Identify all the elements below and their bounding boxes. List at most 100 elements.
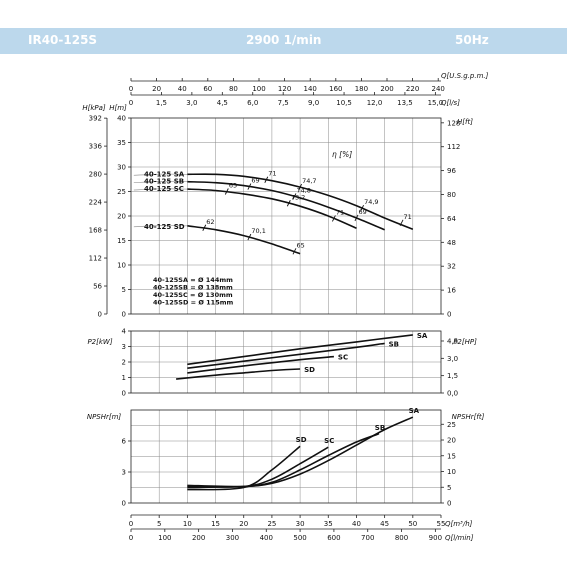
top-usgpm-tick-label: 140 (304, 85, 317, 93)
npsh-m-tick-label: 6 (122, 438, 127, 446)
power-kw-tick-label: 3 (122, 343, 126, 351)
head-kpa-tick-label: 112 (89, 255, 102, 263)
head-ft-tick-label: 80 (447, 191, 456, 199)
power-curve-label-sb: SB (389, 340, 399, 348)
bottom-m3h-tick-label: 10 (183, 520, 192, 528)
head-m-tick-label: 35 (117, 139, 126, 147)
top-ls-tick-label: 10,5 (336, 99, 352, 107)
head-m-tick-label: 15 (117, 237, 126, 245)
bottom-m3h-tick-label: 50 (408, 520, 417, 528)
efficiency-tick-sb (292, 193, 297, 200)
top-usgpm-tick-label: 160 (329, 85, 342, 93)
power-hp-tick-label: 1,5 (447, 372, 458, 380)
efficiency-tick-sc (286, 200, 291, 207)
impeller-note-0: 40-125SA = Ø 144mm (153, 276, 233, 284)
head-curve-sb (187, 180, 385, 231)
top-ls-tick-label: 15,0 (428, 99, 444, 107)
power-curve-label-sd: SD (304, 366, 315, 374)
head-curve-label-sd: 40-125 SD (144, 223, 185, 231)
efficiency-label-sb: 74,8 (296, 186, 310, 194)
efficiency-tick-sd (247, 233, 252, 241)
top-usgpm-tick-label: 120 (278, 85, 291, 93)
efficiency-label-sc: 65 (229, 182, 237, 190)
head-kpa-tick-label: 0 (98, 311, 102, 319)
top-usgpm-tick-label: 100 (252, 85, 265, 93)
npsh-curve-label-sa: SA (409, 407, 420, 415)
top-usgpm-axis-label: Q[U.S.g.p.m.] (441, 72, 489, 80)
npsh-ft-tick-label: 0 (447, 500, 451, 508)
bottom-lmin-tick-label: 700 (361, 534, 374, 542)
efficiency-tick-sa (360, 204, 364, 212)
efficiency-label-sc: 73,2 (291, 193, 305, 201)
power-hp-tick-label: 4,5 (447, 337, 458, 345)
power-hp-tick-label: 3,0 (447, 355, 458, 363)
npsh-curve-sc (187, 446, 329, 488)
efficiency-label-sa: 71 (268, 170, 276, 178)
bottom-lmin-tick-label: 800 (395, 534, 408, 542)
power-kw-tick-label: 4 (122, 328, 127, 336)
power-hp-tick-label: 0,0 (447, 390, 458, 398)
head-ft-tick-label: 48 (447, 239, 456, 247)
top-usgpm-tick-label: 40 (178, 85, 187, 93)
npsh-ft-tick-label: 15 (447, 452, 456, 460)
head-ft-tick-label: 112 (447, 143, 460, 151)
efficiency-tick-sc (224, 188, 229, 195)
head-m-tick-label: 30 (117, 164, 126, 172)
top-ls-tick-label: 9,0 (308, 99, 319, 107)
head-kpa-tick-label: 336 (89, 143, 103, 151)
head-ft-tick-label: 0 (447, 311, 451, 319)
top-ls-tick-label: 12,0 (367, 99, 383, 107)
top-usgpm-tick-label: 200 (380, 85, 393, 93)
top-usgpm-tick-label: 60 (203, 85, 212, 93)
head-ft-tick-label: 96 (447, 167, 456, 175)
impeller-note-1: 40-125SB = Ø 138mm (153, 284, 233, 292)
npsh-m-tick-label: 3 (122, 469, 126, 477)
head-curve-sc (187, 188, 357, 230)
bottom-m3h-tick-label: 30 (296, 520, 305, 528)
bottom-m3h-tick-label: 40 (352, 520, 361, 528)
bottom-lmin-tick-label: 0 (129, 534, 133, 542)
bottom-m3h-tick-label: 45 (380, 520, 389, 528)
npsh-curve-sd (187, 445, 301, 491)
top-ls-tick-label: 3,0 (186, 99, 197, 107)
npsh-ft-axis-label: NPSHr[ft] (452, 413, 485, 421)
power-kw-tick-label: 2 (122, 359, 126, 367)
power-curve-sd (176, 368, 301, 380)
efficiency-axis-label: η [%] (332, 150, 352, 159)
bottom-lmin-tick-label: 100 (158, 534, 171, 542)
head-kpa-tick-label: 56 (93, 283, 102, 291)
npsh-ft-tick-label: 20 (447, 437, 456, 445)
header-bar: IR40-125S 2900 1/min 50Hz (0, 28, 567, 54)
efficiency-label-sd: 70,1 (251, 227, 265, 235)
head-m-tick-label: 25 (117, 188, 126, 196)
efficiency-tick-sa (264, 176, 269, 183)
impeller-note-2: 40-125SC = Ø 130mm (153, 291, 233, 299)
top-usgpm-tick-label: 80 (229, 85, 238, 93)
power-hp-axis-label: P2[HP] (453, 338, 477, 346)
head-ft-tick-label: 32 (447, 263, 456, 271)
power-kw-tick-label: 0 (122, 390, 126, 398)
bottom-lmin-tick-label: 400 (260, 534, 273, 542)
power-curve-label-sc: SC (338, 354, 348, 362)
efficiency-tick-sd (292, 248, 297, 255)
head-curve-label-sb: 40-125 SB (144, 178, 184, 186)
pump-model: IR40-125S (28, 33, 98, 47)
head-kpa-tick-label: 168 (89, 227, 102, 235)
npsh-m-tick-label: 0 (122, 500, 126, 508)
head-ft-tick-label: 16 (447, 287, 456, 295)
power-curve-sb (187, 342, 385, 369)
npsh-m-axis-label: NPSHr[m] (87, 413, 122, 421)
top-ls-tick-label: 13,5 (397, 99, 413, 107)
efficiency-tick-sc (332, 215, 336, 222)
power-curve-sa (187, 334, 413, 366)
pump-frequency: 50Hz (455, 33, 489, 47)
bottom-m3h-tick-label: 5 (157, 520, 161, 528)
power-curve-label-sa: SA (417, 332, 428, 340)
top-ls-tick-label: 4,5 (217, 99, 228, 107)
efficiency-tick-sa (399, 219, 404, 227)
head-curve-ext-sa (133, 173, 188, 176)
npsh-curve-label-sb: SB (375, 424, 385, 432)
top-ls-tick-label: 7,5 (278, 99, 289, 107)
top-ls-tick-label: 1,5 (156, 99, 167, 107)
efficiency-tick-sd (202, 224, 207, 231)
